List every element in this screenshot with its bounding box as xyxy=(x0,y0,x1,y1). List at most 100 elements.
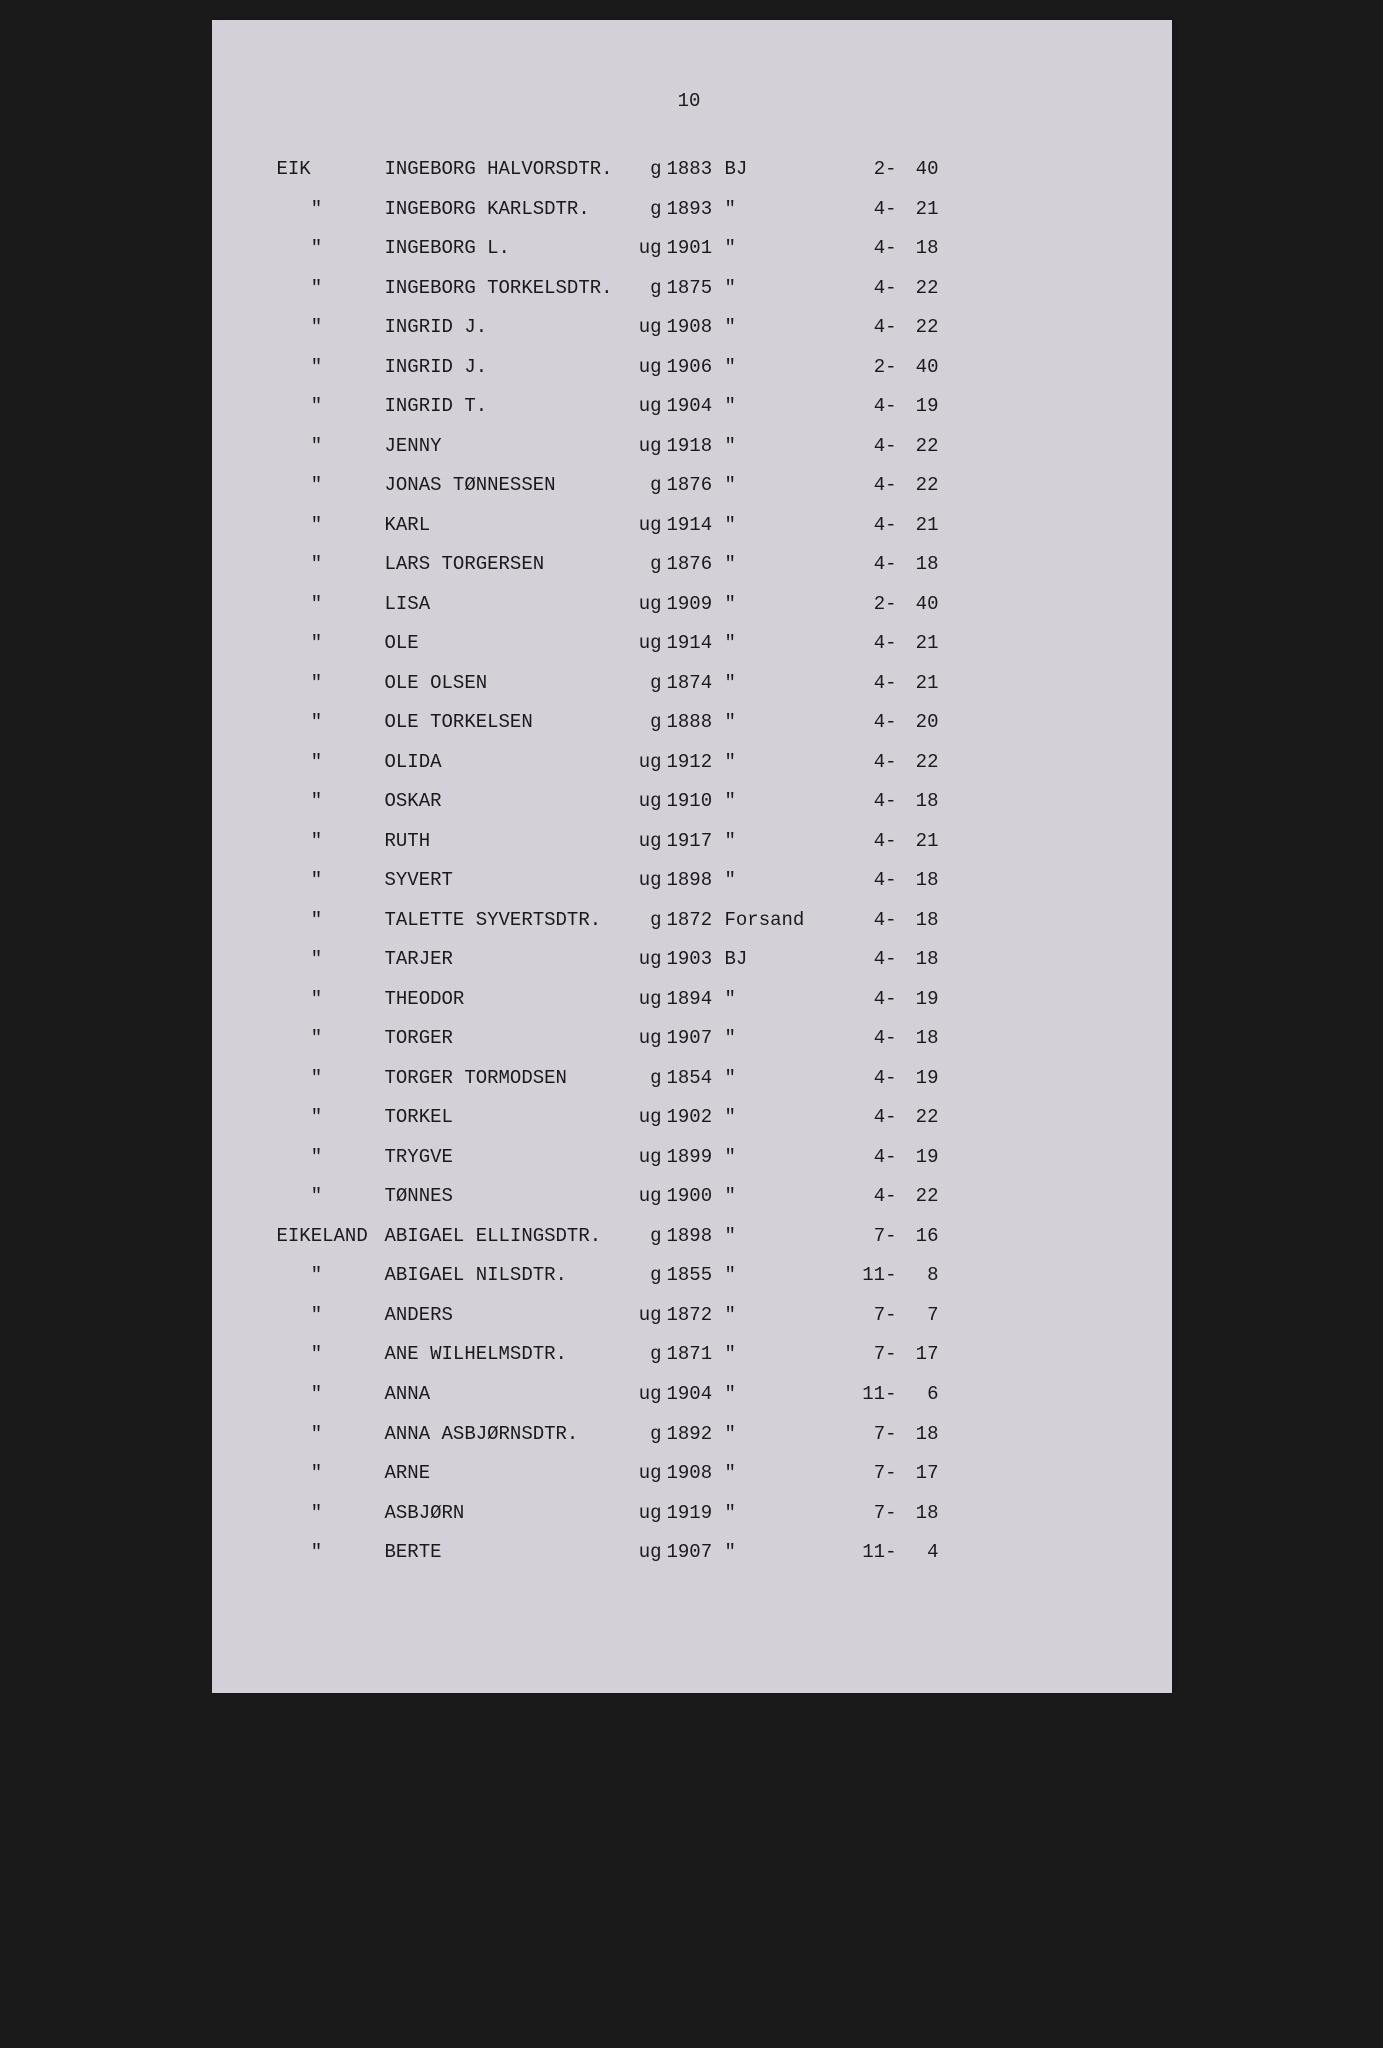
status-cell: ug xyxy=(633,1019,667,1059)
place-cell: " xyxy=(277,1059,385,1099)
status-cell: ug xyxy=(633,624,667,664)
ref2-cell: 18 xyxy=(897,861,939,901)
origin-cell: " xyxy=(725,624,855,664)
origin-cell: " xyxy=(725,782,855,822)
name-cell: INGRID J. xyxy=(385,348,633,388)
origin-cell: " xyxy=(725,348,855,388)
ref1-cell: 4- xyxy=(855,980,897,1020)
table-row: "RUTHug1917"4- 21 xyxy=(277,822,1102,862)
place-cell: " xyxy=(277,782,385,822)
place-cell: " xyxy=(277,1019,385,1059)
name-cell: INGEBORG KARLSDTR. xyxy=(385,190,633,230)
status-cell: ug xyxy=(633,1098,667,1138)
ref1-cell: 4- xyxy=(855,545,897,585)
status-cell: g xyxy=(633,664,667,704)
name-cell: LISA xyxy=(385,585,633,625)
year-cell: 1908 xyxy=(667,308,725,348)
table-row: "INGRID J.ug1908"4- 22 xyxy=(277,308,1102,348)
status-cell: ug xyxy=(633,1177,667,1217)
ref2-cell: 19 xyxy=(897,1138,939,1178)
year-cell: 1892 xyxy=(667,1415,725,1455)
status-cell: ug xyxy=(633,506,667,546)
origin-cell: " xyxy=(725,1296,855,1336)
place-cell: " xyxy=(277,703,385,743)
table-row: "OLIDAug1912"4- 22 xyxy=(277,743,1102,783)
origin-cell: " xyxy=(725,466,855,506)
name-cell: TALETTE SYVERTSDTR. xyxy=(385,901,633,941)
table-row: "ASBJØRNug1919"7- 18 xyxy=(277,1494,1102,1534)
year-cell: 1908 xyxy=(667,1454,725,1494)
origin-cell: " xyxy=(725,1138,855,1178)
table-row: EIKELANDABIGAEL ELLINGSDTR.g1898"7- 16 xyxy=(277,1217,1102,1257)
table-row: "LARS TORGERSENg1876"4- 18 xyxy=(277,545,1102,585)
year-cell: 1875 xyxy=(667,269,725,309)
name-cell: BERTE xyxy=(385,1533,633,1573)
status-cell: ug xyxy=(633,585,667,625)
name-cell: TRYGVE xyxy=(385,1138,633,1178)
ref1-cell: 7- xyxy=(855,1217,897,1257)
place-cell: EIKELAND xyxy=(277,1217,385,1257)
table-row: "INGEBORG KARLSDTR.g1893"4- 21 xyxy=(277,190,1102,230)
ref2-cell: 21 xyxy=(897,624,939,664)
ref2-cell: 40 xyxy=(897,150,939,190)
origin-cell: " xyxy=(725,1335,855,1375)
table-row: "JONAS TØNNESSENg1876"4- 22 xyxy=(277,466,1102,506)
origin-cell: Forsand xyxy=(725,901,855,941)
ref2-cell: 17 xyxy=(897,1335,939,1375)
year-cell: 1876 xyxy=(667,545,725,585)
ref1-cell: 4- xyxy=(855,1138,897,1178)
name-cell: ANNA ASBJØRNSDTR. xyxy=(385,1415,633,1455)
year-cell: 1874 xyxy=(667,664,725,704)
ref1-cell: 4- xyxy=(855,190,897,230)
place-cell: " xyxy=(277,269,385,309)
table-row: "TRYGVEug1899"4- 19 xyxy=(277,1138,1102,1178)
name-cell: INGEBORG TORKELSDTR. xyxy=(385,269,633,309)
ref2-cell: 18 xyxy=(897,901,939,941)
origin-cell: " xyxy=(725,427,855,467)
ref1-cell: 7- xyxy=(855,1296,897,1336)
ref1-cell: 2- xyxy=(855,150,897,190)
year-cell: 1901 xyxy=(667,229,725,269)
status-cell: g xyxy=(633,466,667,506)
place-cell: " xyxy=(277,624,385,664)
ref2-cell: 7 xyxy=(897,1296,939,1336)
table-row: "TORGER TORMODSENg1854"4- 19 xyxy=(277,1059,1102,1099)
year-cell: 1871 xyxy=(667,1335,725,1375)
table-row: "KARLug1914"4- 21 xyxy=(277,506,1102,546)
ref1-cell: 4- xyxy=(855,664,897,704)
year-cell: 1914 xyxy=(667,624,725,664)
origin-cell: " xyxy=(725,190,855,230)
table-row: "TALETTE SYVERTSDTR.g1872Forsand4- 18 xyxy=(277,901,1102,941)
ref2-cell: 18 xyxy=(897,229,939,269)
year-cell: 1910 xyxy=(667,782,725,822)
origin-cell: " xyxy=(725,1454,855,1494)
table-row: "INGEBORG L.ug1901"4- 18 xyxy=(277,229,1102,269)
origin-cell: " xyxy=(725,1217,855,1257)
table-row: "OSKARug1910"4- 18 xyxy=(277,782,1102,822)
year-cell: 1855 xyxy=(667,1256,725,1296)
name-cell: TORGER xyxy=(385,1019,633,1059)
name-cell: KARL xyxy=(385,506,633,546)
place-cell: " xyxy=(277,1177,385,1217)
place-cell: " xyxy=(277,861,385,901)
table-row: "OLEug1914"4- 21 xyxy=(277,624,1102,664)
name-cell: TØNNES xyxy=(385,1177,633,1217)
ref2-cell: 16 xyxy=(897,1217,939,1257)
name-cell: TARJER xyxy=(385,940,633,980)
year-cell: 1883 xyxy=(667,150,725,190)
year-cell: 1899 xyxy=(667,1138,725,1178)
name-cell: OLE OLSEN xyxy=(385,664,633,704)
status-cell: ug xyxy=(633,1138,667,1178)
table-row: "TORKELug1902"4- 22 xyxy=(277,1098,1102,1138)
name-cell: OLE xyxy=(385,624,633,664)
status-cell: ug xyxy=(633,308,667,348)
place-cell: " xyxy=(277,585,385,625)
table-row: "SYVERTug1898"4- 18 xyxy=(277,861,1102,901)
ref1-cell: 4- xyxy=(855,308,897,348)
ref2-cell: 18 xyxy=(897,782,939,822)
place-cell: " xyxy=(277,229,385,269)
status-cell: g xyxy=(633,545,667,585)
ref2-cell: 18 xyxy=(897,1494,939,1534)
name-cell: OSKAR xyxy=(385,782,633,822)
ref1-cell: 4- xyxy=(855,269,897,309)
